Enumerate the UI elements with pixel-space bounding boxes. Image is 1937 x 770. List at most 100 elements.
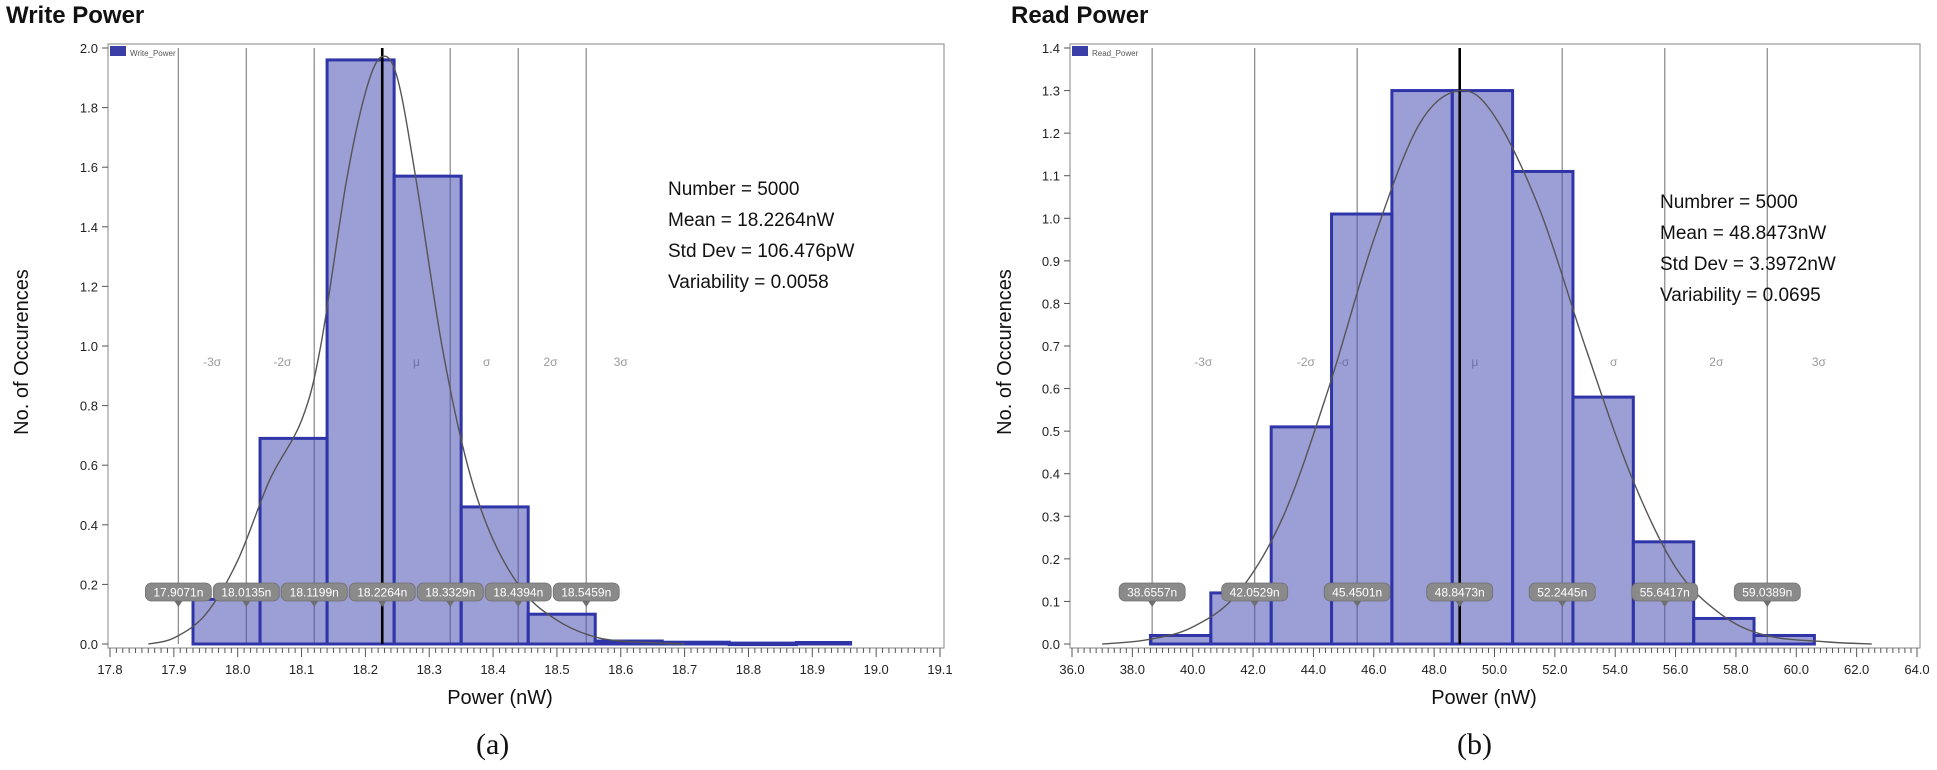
- sigma-value-flag: 18.0135n: [212, 582, 280, 607]
- x-tick-label: 18.5: [544, 662, 569, 677]
- sigma-flag-pointer: [1148, 601, 1157, 607]
- y-tick-label: 0.2: [80, 577, 98, 592]
- stats-line: Variability = 0.0695: [1660, 285, 1821, 306]
- sigma-value-flag: 38.6557n: [1118, 582, 1186, 607]
- sigma-flag-label: 18.4394n: [493, 586, 543, 600]
- stats-line: Numbrer = 5000: [1660, 192, 1798, 213]
- histogram-bar: [1148, 633, 1213, 646]
- histogram-bar: [325, 58, 396, 646]
- y-axis-label: No. of Occurences: [11, 269, 33, 435]
- sigma-flag-pointer: [1660, 601, 1669, 607]
- legend-swatch: [1072, 46, 1088, 56]
- sigma-flag-label: 55.6417n: [1640, 586, 1690, 600]
- y-tick-label: 0.7: [1042, 339, 1060, 354]
- x-tick-label: 18.1: [289, 662, 314, 677]
- sigma-flag-pointer: [1250, 601, 1259, 607]
- x-tick-label: 50.0: [1482, 662, 1507, 677]
- sigma-flag-pointer: [242, 601, 251, 607]
- legend-label: Write_Power: [130, 49, 176, 58]
- stats-line: Mean = 18.2264nW: [668, 210, 834, 231]
- chart-read: Read_Power 0.0 0.1 0.2 0.3 0.4 0.5 0.6 0.7 0.8 0.9…: [994, 41, 1930, 709]
- sigma-region-label: 2σ: [1709, 355, 1724, 369]
- sigma-flag-pointer: [1455, 601, 1464, 607]
- x-tick-label: 46.0: [1361, 662, 1386, 677]
- y-tick-label: 1.0: [1042, 211, 1060, 226]
- y-tick-label: 0.2: [1042, 552, 1060, 567]
- histogram-bar: [1390, 89, 1454, 646]
- y-tick-label: 1.4: [1042, 41, 1060, 56]
- x-tick-label: 56.0: [1663, 662, 1688, 677]
- y-tick-label: 0.8: [80, 399, 98, 414]
- sigma-flag-label: 52.2445n: [1537, 586, 1587, 600]
- sigma-flag-label: 48.8473n: [1435, 586, 1485, 600]
- stats-line: Std Dev = 106.476pW: [668, 241, 854, 262]
- x-tick-label: 62.0: [1844, 662, 1869, 677]
- x-tick-label: 52.0: [1542, 662, 1567, 677]
- sigma-flag-pointer: [378, 601, 387, 607]
- y-tick-label: 0.1: [1042, 594, 1060, 609]
- sigma-region-label: -2σ: [1297, 355, 1316, 369]
- sigma-flag-pointer: [514, 601, 523, 607]
- x-tick-label: 18.2: [353, 662, 378, 677]
- x-tick-label: 18.3: [417, 662, 442, 677]
- histogram-bar: [1450, 89, 1515, 646]
- sigma-value-flag: 55.6417n: [1631, 582, 1699, 607]
- sigma-flag-label: 18.5459n: [561, 586, 611, 600]
- histogram-bar: [526, 612, 597, 646]
- histogram-bar: [1571, 395, 1635, 646]
- sigma-flag-pointer: [174, 601, 183, 607]
- histogram-bar: [727, 641, 798, 647]
- y-tick-label: 0.5: [1042, 424, 1060, 439]
- sigma-region-label: σ: [1610, 355, 1618, 369]
- sigma-region-label: -2σ: [273, 355, 292, 369]
- sigma-flag-label: 38.6557n: [1127, 586, 1177, 600]
- caption-b: (b): [1457, 728, 1492, 761]
- histogram-bar: [1692, 616, 1756, 646]
- sigma-flag-label: 59.0389n: [1742, 586, 1792, 600]
- sigma-value-flag: 48.8473n: [1426, 582, 1494, 607]
- histogram-bar: [191, 597, 262, 646]
- sigma-flag-pointer: [1763, 601, 1772, 607]
- sigma-value-flag: 59.0389n: [1733, 582, 1801, 607]
- x-tick-label: 18.7: [672, 662, 697, 677]
- sigma-value-flag: 18.3329n: [416, 582, 484, 607]
- sigma-flag-label: 45.4501n: [1332, 586, 1382, 600]
- sigma-region-label: 3σ: [1812, 355, 1827, 369]
- stats-line: Mean = 48.8473nW: [1660, 223, 1826, 244]
- x-tick-label: 19.0: [863, 662, 888, 677]
- sigma-flag-label: 18.0135n: [221, 586, 271, 600]
- x-tick-label: 40.0: [1180, 662, 1205, 677]
- histogram-bar: [459, 505, 530, 646]
- fit-curve: [1102, 89, 1872, 645]
- x-axis-label: Power (nW): [1431, 687, 1537, 709]
- stats-line: Variability = 0.0058: [668, 272, 829, 293]
- sigma-value-flag: 18.1199n: [280, 582, 348, 607]
- x-axis-label: Power (nW): [447, 687, 553, 709]
- y-tick-label: 0.0: [1042, 637, 1060, 652]
- histogram-bar: [392, 174, 463, 646]
- y-tick-label: 1.0: [80, 339, 98, 354]
- fit-curve: [148, 55, 685, 645]
- sigma-flag-label: 18.2264n: [357, 586, 407, 600]
- legend-swatch: [110, 46, 126, 56]
- sigma-region-label: -3σ: [1194, 355, 1213, 369]
- y-tick-label: 0.3: [1042, 509, 1060, 524]
- histogram-bar: [1752, 633, 1816, 646]
- x-tick-label: 18.6: [608, 662, 633, 677]
- sigma-value-flag: 18.4394n: [484, 582, 552, 607]
- histogram-bar: [258, 436, 329, 646]
- sigma-flag-pointer: [582, 601, 591, 607]
- x-tick-label: 42.0: [1240, 662, 1265, 677]
- stats-line: Number = 5000: [668, 179, 800, 200]
- histogram-bar: [1511, 169, 1575, 646]
- chart-title-write-power: Write Power: [6, 2, 145, 29]
- x-tick-label: 18.0: [225, 662, 250, 677]
- histogram-bar: [794, 641, 853, 646]
- y-tick-label: 0.0: [80, 637, 98, 652]
- sigma-flag-pointer: [310, 601, 319, 607]
- x-tick-label: 17.9: [161, 662, 186, 677]
- sigma-flag-pointer: [1353, 601, 1362, 607]
- sigma-value-flag: 45.4501n: [1323, 582, 1391, 607]
- sigma-value-flag: 18.5459n: [552, 582, 620, 607]
